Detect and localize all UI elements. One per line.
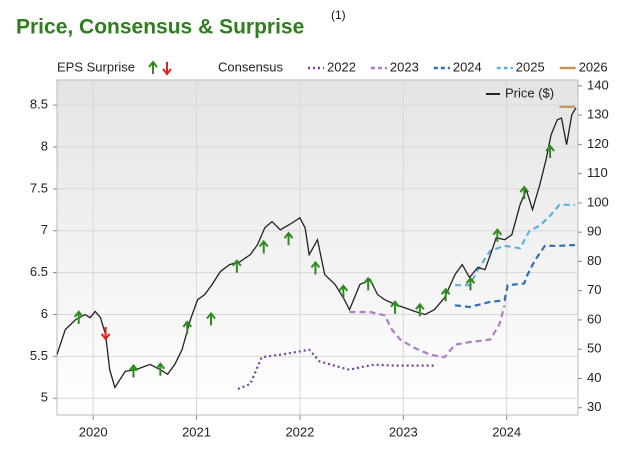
title-note: (1) — [331, 8, 346, 22]
legend-up-arrow — [148, 60, 158, 74]
y-tick-label: 8 — [41, 138, 48, 153]
surprise-arrow — [232, 259, 242, 273]
y2-tick-label: 50 — [587, 341, 601, 356]
price-line — [56, 107, 577, 390]
y2-tick-label: 80 — [587, 253, 601, 268]
surprise-arrow — [100, 326, 111, 341]
y2-tick-label: 120 — [587, 136, 609, 151]
consensus-line — [237, 348, 435, 391]
surprise-arrow — [128, 363, 139, 378]
y-tick-label: 7.5 — [30, 180, 48, 195]
surprise-arrow — [73, 310, 84, 324]
surprise-arrow — [310, 260, 321, 275]
x-tick-label: 2023 — [389, 424, 418, 439]
y-tick-label: 5 — [41, 390, 48, 405]
surprise-arrow — [206, 311, 216, 326]
surprise-arrow — [545, 144, 555, 159]
surprise-arrow — [390, 300, 400, 314]
surprise-arrow — [258, 239, 269, 254]
y2-tick-label: 30 — [587, 399, 601, 414]
y2-tick-label: 140 — [587, 77, 609, 92]
consensus-line — [349, 305, 506, 359]
plot-area — [56, 79, 579, 416]
y-tick-label: 6 — [41, 306, 48, 321]
chart-title: Price, Consensus & Surprise — [16, 16, 304, 39]
x-tick-label: 2022 — [285, 424, 314, 439]
surprise-arrow — [492, 228, 503, 242]
surprise-arrow — [465, 276, 476, 291]
legend-label: 2026 — [579, 59, 608, 74]
y2-tick-label: 130 — [587, 107, 609, 122]
consensus-line — [454, 243, 575, 309]
y2-tick-label: 40 — [587, 370, 601, 385]
y2-tick-label: 70 — [587, 282, 601, 297]
surprise-arrow — [363, 276, 373, 291]
legend-surprise-label: EPS Surprise — [57, 59, 135, 74]
surprise-arrow — [155, 362, 166, 376]
legend-label: 2025 — [516, 59, 545, 74]
y-tick-label: 6.5 — [30, 264, 48, 279]
legend-label: 2022 — [327, 59, 356, 74]
surprise-arrow — [338, 284, 349, 298]
surprise-arrow — [519, 185, 530, 200]
y-tick-label: 7 — [41, 222, 48, 237]
legend-label: Price ($) — [505, 85, 554, 100]
surprise-arrow — [440, 287, 451, 302]
surprise-arrow — [415, 302, 425, 317]
surprise-arrow — [182, 320, 193, 334]
y2-tick-label: 90 — [587, 224, 601, 239]
surprise-arrow — [283, 231, 294, 246]
y2-tick-label: 110 — [587, 165, 608, 180]
legend-down-arrow — [162, 62, 172, 76]
consensus-line — [455, 203, 575, 287]
x-tick-label: 2020 — [79, 424, 108, 439]
y-tick-label: 5.5 — [30, 348, 48, 363]
y2-tick-label: 60 — [587, 311, 601, 326]
y2-tick-label: 100 — [587, 194, 609, 209]
x-tick-label: 2024 — [492, 424, 521, 439]
x-tick-label: 2021 — [182, 424, 211, 439]
legend-consensus-label: Consensus — [218, 59, 284, 74]
legend-label: 2024 — [453, 59, 482, 74]
legend-label: 2023 — [390, 59, 419, 74]
y-tick-label: 8.5 — [30, 97, 48, 112]
